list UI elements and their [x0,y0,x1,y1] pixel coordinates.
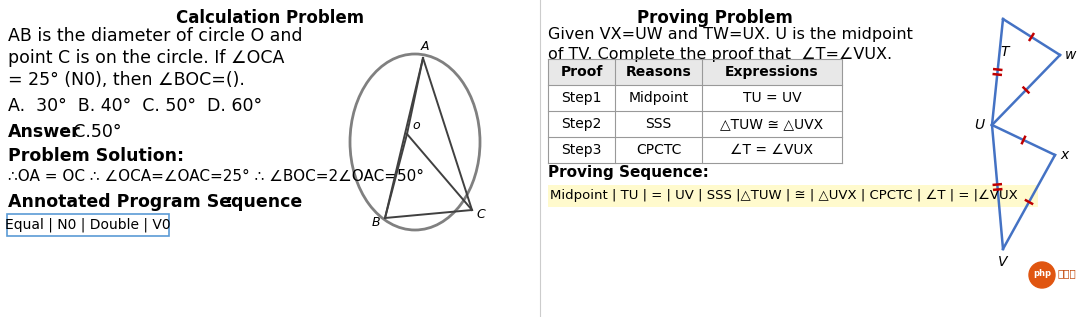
Text: Midpoint | TU | = | UV | SSS |△TUW | ≅ | △UVX | CPCTC | ∠T | = |∠VUX: Midpoint | TU | = | UV | SSS |△TUW | ≅ |… [550,190,1017,203]
Text: w: w [1065,48,1077,62]
Text: o: o [411,119,420,132]
Text: : C.50°: : C.50° [62,123,121,141]
Text: of TV. Complete the proof that  ∠T=∠VUX.: of TV. Complete the proof that ∠T=∠VUX. [548,47,892,62]
Text: Answer: Answer [8,123,81,141]
Text: Given VX=UW and TW=UX. U is the midpoint: Given VX=UW and TW=UX. U is the midpoint [548,27,913,42]
Text: A.  30°  B. 40°  C. 50°  D. 60°: A. 30° B. 40° C. 50° D. 60° [8,97,262,115]
Text: php: php [1032,268,1051,277]
Text: AB is the diameter of circle O and: AB is the diameter of circle O and [8,27,302,45]
Text: Step2: Step2 [562,117,602,131]
Text: Proof: Proof [561,65,603,79]
Circle shape [1029,262,1055,288]
Text: x: x [1059,148,1068,162]
FancyBboxPatch shape [6,214,168,236]
Text: Reasons: Reasons [625,65,691,79]
Text: Expressions: Expressions [725,65,819,79]
Text: Proving Sequence:: Proving Sequence: [548,165,708,180]
Text: Step1: Step1 [562,91,602,105]
Text: Problem Solution:: Problem Solution: [8,147,184,165]
Text: = 25° (N0), then ∠BOC=().: = 25° (N0), then ∠BOC=(). [8,71,245,89]
Text: Annotated Program Sequence: Annotated Program Sequence [8,193,302,211]
Text: Step3: Step3 [562,143,602,157]
Text: Calculation Problem: Calculation Problem [176,9,364,27]
Text: ∴OA = OC ∴ ∠OCA=∠OAC=25° ∴ ∠BOC=2∠OAC=50°: ∴OA = OC ∴ ∠OCA=∠OAC=25° ∴ ∠BOC=2∠OAC=50… [8,169,424,184]
Text: V: V [998,255,1008,269]
Text: Equal | N0 | Double | V0: Equal | N0 | Double | V0 [5,218,171,232]
Bar [548,185,1038,207]
Text: SSS: SSS [646,117,672,131]
Text: Midpoint: Midpoint [629,91,689,105]
Text: :: : [226,193,233,211]
Bar [548,59,842,85]
Text: ∠T = ∠VUX: ∠T = ∠VUX [730,143,813,157]
Text: A: A [421,40,429,53]
Text: TU = UV: TU = UV [743,91,801,105]
Text: 中文网: 中文网 [1057,268,1076,278]
Text: B: B [372,216,380,229]
Text: C: C [476,208,485,221]
Text: Proving Problem: Proving Problem [637,9,793,27]
Text: U: U [974,118,984,132]
Text: CPCTC: CPCTC [636,143,681,157]
Text: point C is on the circle. If ∠OCA: point C is on the circle. If ∠OCA [8,49,284,67]
Text: △TUW ≅ △UVX: △TUW ≅ △UVX [720,117,824,131]
Text: T: T [1000,45,1009,59]
